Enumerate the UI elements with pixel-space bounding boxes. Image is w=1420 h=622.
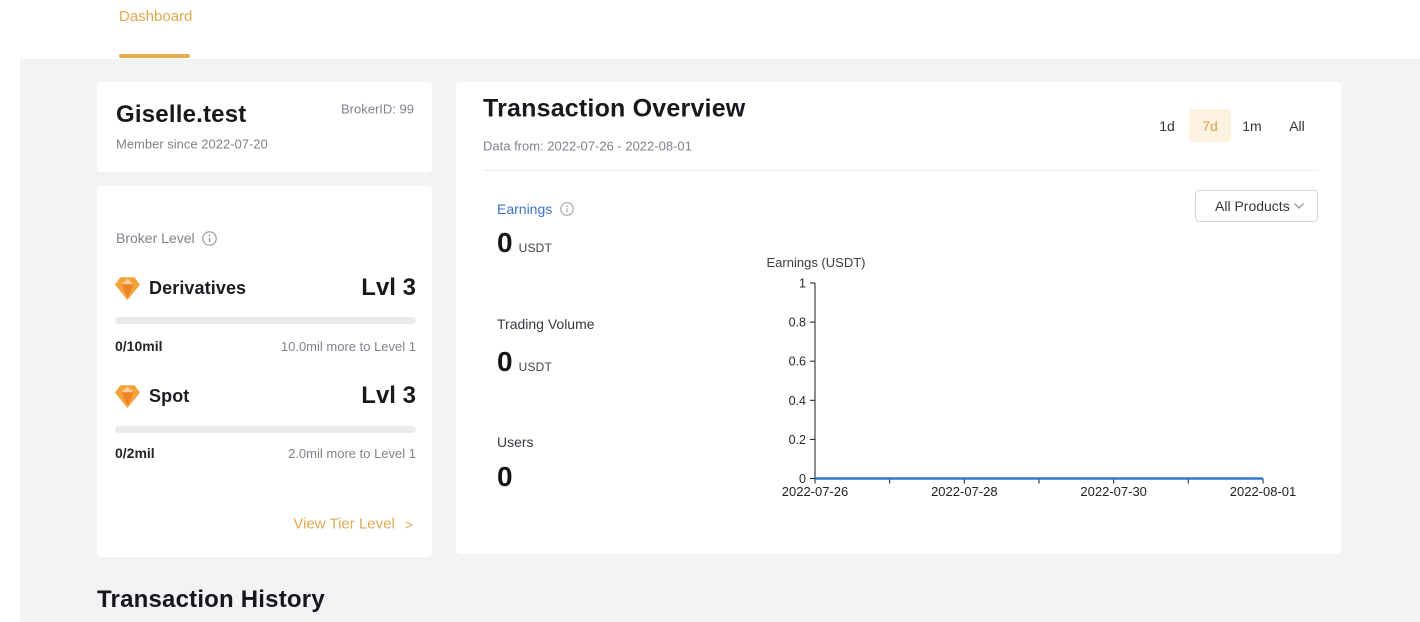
stat-label-earnings: Earnings	[497, 201, 553, 217]
tier-progress-current: 0/2mil	[115, 445, 155, 461]
tier-name: Derivatives	[149, 277, 247, 298]
tab-dashboard[interactable]: Dashboard	[119, 8, 193, 25]
tier-progress-current: 0/10mil	[115, 338, 163, 354]
broker-id: BrokerID: 99	[341, 101, 414, 117]
workspace-background: Giselle.test BrokerID: 99 Member since 2…	[20, 59, 1420, 622]
tab-active-underline	[119, 54, 190, 58]
gem-icon	[115, 384, 140, 408]
tier-progress-hint: 2.0mil more to Level 1	[288, 445, 416, 461]
stat-value-trading-volume: 0 USDT	[497, 346, 552, 378]
range-button-all[interactable]: All	[1289, 118, 1305, 134]
tier-row-derivatives: Derivatives Lvl 3	[115, 273, 416, 303]
member-since: Member since 2022-07-20	[116, 136, 268, 152]
tier-level: Lvl 3	[361, 382, 416, 409]
svg-text:2022-08-01: 2022-08-01	[1230, 484, 1297, 499]
stat-number: 0	[497, 461, 513, 492]
stat-unit: USDT	[518, 360, 553, 374]
profile-card: Giselle.test BrokerID: 99 Member since 2…	[97, 82, 432, 172]
divider	[483, 170, 1318, 171]
stat-number: 0	[497, 227, 513, 258]
range-button-1d[interactable]: 1d	[1159, 118, 1175, 134]
top-nav: Dashboard	[0, 0, 1420, 59]
svg-text:0.2: 0.2	[789, 433, 806, 447]
broker-level-title: Broker Level	[116, 230, 195, 246]
svg-text:2022-07-30: 2022-07-30	[1080, 484, 1147, 499]
tier-name: Spot	[149, 385, 190, 406]
svg-text:2022-07-26: 2022-07-26	[782, 484, 849, 499]
tier-progress-track	[115, 426, 416, 433]
stat-number: 0	[497, 346, 513, 377]
range-button-1m[interactable]: 1m	[1242, 118, 1262, 134]
svg-text:2022-07-28: 2022-07-28	[931, 484, 998, 499]
tier-row-spot: Spot Lvl 3	[115, 381, 416, 411]
broker-name: Giselle.test	[116, 101, 247, 128]
overview-title: Transaction Overview	[483, 94, 746, 123]
stat-label-trading-volume: Trading Volume	[497, 316, 595, 332]
stat-label-users: Users	[497, 434, 534, 450]
broker-level-card: Broker Level Derivatives Lvl 3	[97, 186, 432, 557]
chevron-right-icon: >	[404, 516, 413, 532]
view-tier-level-link[interactable]: View Tier Level >	[293, 516, 413, 533]
earnings-chart: Earnings (USDT) 0 0.2 0.4 0.6 0.8 1 2022-07-26 2…	[767, 255, 1297, 499]
svg-text:1: 1	[799, 277, 806, 291]
gem-icon	[115, 276, 140, 300]
product-filter-select[interactable]: All Products	[1195, 190, 1318, 222]
tier-level: Lvl 3	[361, 274, 416, 301]
svg-text:0.4: 0.4	[789, 394, 806, 408]
svg-text:0.6: 0.6	[789, 355, 806, 369]
transaction-history-title: Transaction History	[97, 586, 325, 613]
tier-progress-hint: 10.0mil more to Level 1	[280, 338, 416, 354]
view-tier-level-label: View Tier Level	[293, 515, 395, 533]
svg-text:Earnings (USDT): Earnings (USDT)	[767, 255, 866, 270]
svg-text:0.8: 0.8	[789, 316, 806, 330]
tier-progress-track	[115, 317, 416, 324]
transaction-overview-card: Transaction Overview Data from: 2022-07-…	[456, 82, 1341, 554]
svg-text:0: 0	[799, 472, 806, 486]
chevron-down-icon	[1294, 203, 1304, 209]
overview-date-range: Data from: 2022-07-26 - 2022-08-01	[483, 138, 692, 154]
info-icon[interactable]	[560, 202, 575, 216]
stat-value-earnings: 0 USDT	[497, 227, 552, 259]
stat-value-users: 0	[497, 461, 513, 493]
stat-unit: USDT	[518, 241, 553, 255]
range-button-7d[interactable]: 7d	[1189, 109, 1231, 142]
product-filter-value: All Products	[1215, 198, 1290, 214]
info-icon[interactable]	[201, 230, 217, 246]
